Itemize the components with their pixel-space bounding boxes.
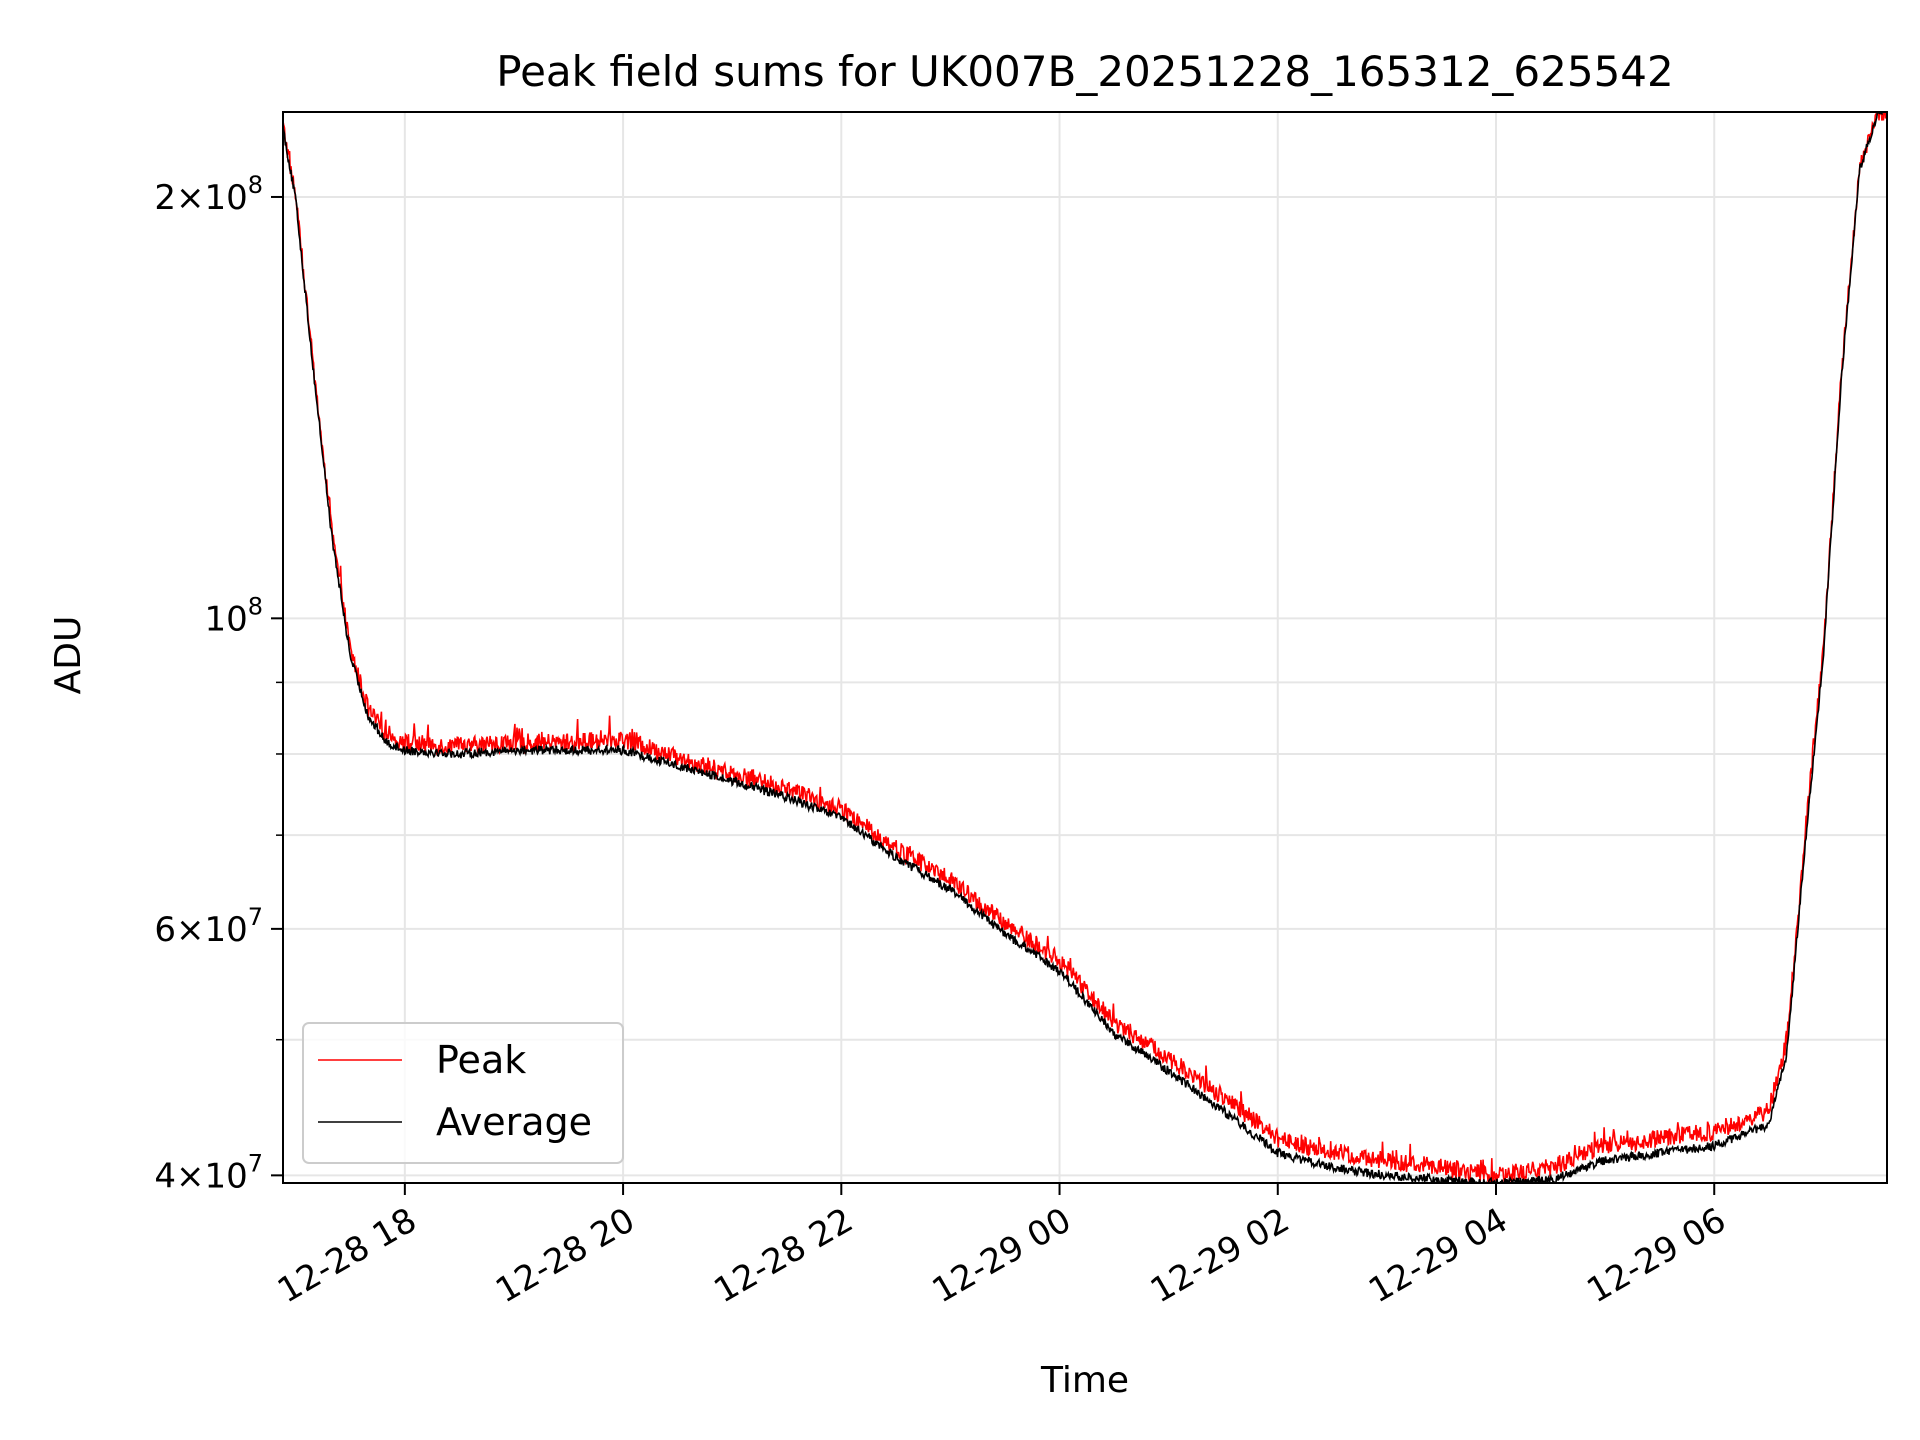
series-layer — [283, 112, 1887, 1183]
grid — [283, 112, 1887, 1183]
series-line-average — [283, 112, 1887, 1183]
legend: Peak Average — [302, 1022, 624, 1164]
y-tick-label: 6×107 — [154, 903, 263, 950]
legend-label-average: Average — [436, 1100, 592, 1144]
y-tick-label: 108 — [204, 592, 263, 639]
y-tick-label: 4×107 — [154, 1149, 263, 1196]
legend-box — [302, 1022, 624, 1164]
plot-frame — [282, 111, 1888, 1184]
y-axis-label: ADU — [48, 616, 89, 695]
legend-label-peak: Peak — [436, 1038, 526, 1082]
x-axis-label: Time — [1040, 1360, 1129, 1401]
y-tick-label: 2×108 — [154, 171, 263, 218]
y-axis: 4×107 6×107 108 2×108 — [154, 171, 283, 1196]
chart-title: Peak field sums for UK007B_20251228_1653… — [496, 47, 1674, 96]
